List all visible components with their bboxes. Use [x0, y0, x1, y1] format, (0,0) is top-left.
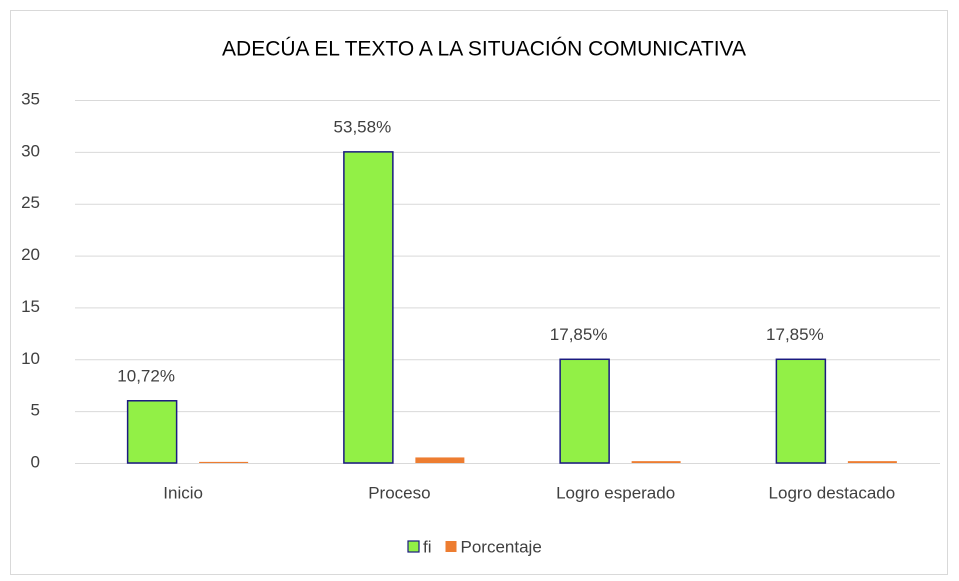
bar: [847, 461, 897, 463]
y-tick-label: 25: [21, 193, 40, 212]
legend-label: fi: [423, 537, 432, 556]
bar: [199, 461, 249, 463]
bar: [775, 358, 827, 464]
y-tick-label: 15: [21, 297, 40, 316]
x-tick-label: Logro esperado: [556, 483, 675, 502]
legend-swatch: [445, 541, 457, 552]
legend-label: Porcentaje: [461, 537, 542, 556]
bar: [343, 151, 394, 464]
bar: [559, 358, 610, 464]
y-tick-label: 10: [21, 349, 40, 368]
legend-swatch: [407, 540, 420, 553]
data-label: 53,58%: [334, 117, 392, 136]
chart-title: ADECÚA EL TEXTO A LA SITUACIÓN COMUNICAT…: [222, 38, 746, 61]
bar: [126, 400, 178, 464]
y-tick-label: 5: [31, 401, 40, 420]
x-tick-label: Proceso: [368, 483, 430, 502]
y-tick-label: 30: [21, 141, 40, 160]
data-label: 17,85%: [550, 325, 608, 344]
chart-border: [10, 10, 948, 575]
x-tick-label: Inicio: [163, 483, 203, 502]
y-tick-label: 0: [31, 452, 40, 471]
bar: [631, 461, 681, 463]
bar: [415, 457, 465, 463]
x-tick-label: Logro destacado: [769, 483, 896, 502]
y-tick-label: 20: [21, 245, 40, 264]
data-label: 10,72%: [117, 366, 175, 385]
y-tick-label: 35: [21, 89, 40, 108]
data-label: 17,85%: [766, 325, 824, 344]
